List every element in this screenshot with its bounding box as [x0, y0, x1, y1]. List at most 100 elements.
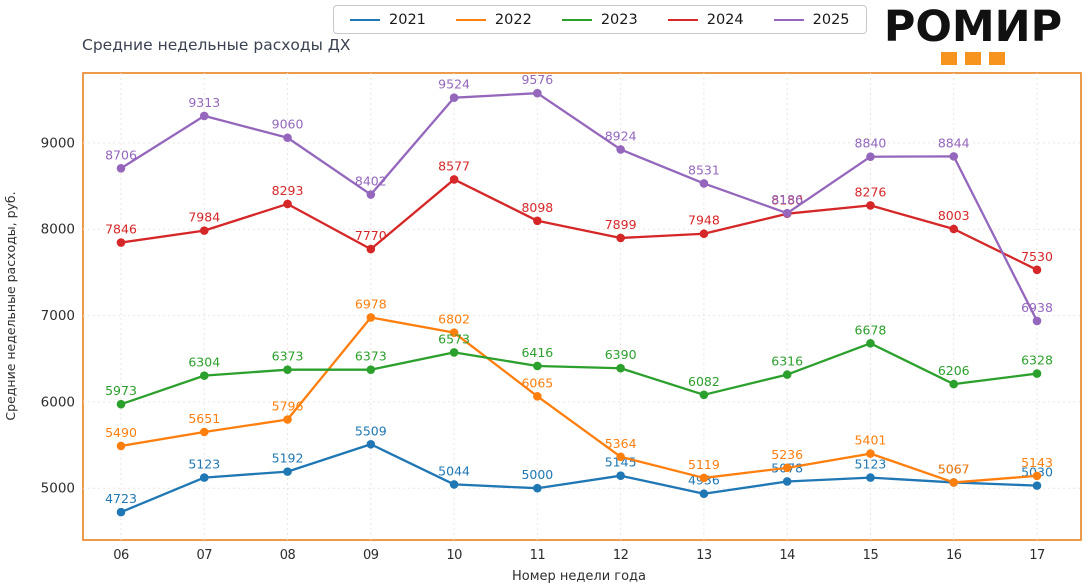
data-point-2021: [866, 473, 875, 482]
data-point-2025: [616, 145, 625, 154]
legend-item-2023: 2023: [561, 12, 638, 28]
data-label-2024: 8003: [938, 208, 970, 223]
data-label-2024: 7948: [688, 213, 720, 228]
data-label-2022: 5119: [688, 457, 720, 472]
data-label-2021: 5123: [855, 457, 887, 472]
series-line-2025: [120, 92, 1039, 322]
data-label-2023: 6678: [855, 322, 887, 337]
data-label-2025: 8924: [605, 128, 637, 143]
x-axis-label: Номер недели года: [512, 569, 646, 584]
data-point-2024: [699, 229, 709, 239]
data-label-2021: 5000: [521, 467, 553, 482]
romir-logo-text: РОМИР: [883, 2, 1063, 52]
data-point-2025: [782, 208, 792, 218]
data-point-2021: [366, 439, 376, 449]
data-label-2023: 6573: [438, 331, 470, 346]
y-tick-label: 7000: [41, 308, 75, 324]
legend-item-2021: 2021: [350, 12, 426, 28]
data-point-2022: [866, 449, 875, 458]
x-tick-label: 07: [196, 548, 212, 563]
data-label-2024: 8098: [521, 200, 553, 215]
legend-line-icon: [561, 18, 592, 21]
legend-line-icon: [773, 18, 804, 21]
data-point-2022: [1032, 471, 1042, 481]
legend-line-icon: [455, 18, 486, 21]
logo-square-icon: [965, 52, 981, 66]
data-label-2021: 5509: [355, 423, 387, 438]
data-label-2025: 8186: [771, 192, 803, 207]
data-point-2023: [866, 339, 875, 348]
data-label-2025: 9524: [438, 77, 470, 92]
data-point-2025: [366, 190, 376, 199]
data-label-2021: 5044: [438, 463, 470, 478]
series-line-2023: [120, 342, 1038, 406]
data-label-2022: 5651: [188, 411, 220, 426]
logo-square-icon: [941, 52, 957, 66]
data-point-2024: [449, 175, 459, 184]
legend-label: 2021: [389, 11, 426, 28]
data-label-2025: 6938: [1021, 300, 1053, 315]
data-point-2022: [533, 391, 542, 401]
data-point-2023: [116, 399, 126, 409]
y-tick-label: 8000: [41, 222, 75, 238]
data-point-2025: [199, 111, 209, 121]
data-point-2022: [616, 452, 625, 462]
data-label-2022: 6802: [438, 312, 470, 327]
data-label-2022: 6065: [521, 375, 553, 390]
data-label-2023: 6328: [1021, 353, 1053, 368]
x-tick-label: 17: [1029, 548, 1045, 563]
x-tick-label: 11: [530, 548, 546, 563]
data-point-2022: [782, 463, 792, 473]
series-line-2024: [120, 178, 1038, 271]
data-label-2023: 6373: [272, 349, 304, 364]
x-tick-label: 08: [280, 548, 296, 563]
data-label-2022: 5796: [272, 398, 304, 413]
legend-item-2024: 2024: [667, 11, 744, 28]
data-point-2021: [699, 489, 709, 499]
data-label-2024: 8293: [272, 183, 304, 198]
data-point-2022: [949, 478, 959, 487]
y-tick-label: 6000: [41, 394, 75, 410]
x-tick-label: 16: [946, 548, 962, 563]
data-point-2025: [533, 88, 542, 98]
data-point-2024: [283, 199, 292, 209]
data-point-2021: [199, 473, 209, 482]
plot-area: [82, 72, 1082, 541]
data-label-2022: 5490: [105, 425, 137, 440]
data-point-2022: [699, 473, 709, 483]
data-point-2023: [366, 365, 376, 374]
data-label-2021: 5123: [188, 457, 220, 472]
data-label-2023: 6082: [688, 374, 720, 389]
data-point-2022: [199, 427, 209, 437]
x-tick-label: 09: [363, 548, 379, 563]
data-point-2025: [449, 93, 459, 102]
data-label-2021: 5067: [938, 461, 970, 476]
data-point-2024: [616, 233, 625, 243]
data-point-2021: [116, 507, 126, 517]
data-point-2021: [1032, 481, 1042, 490]
data-label-2024: 7530: [1021, 249, 1053, 264]
data-point-2021: [283, 467, 292, 476]
legend-line-icon: [667, 18, 698, 21]
data-point-2021: [449, 480, 459, 489]
data-label-2025: 9060: [272, 117, 304, 132]
data-label-2024: 8180: [771, 193, 803, 208]
data-point-2023: [949, 379, 959, 389]
legend-item-2025: 2025: [773, 12, 850, 28]
data-label-2025: 8531: [688, 162, 720, 177]
data-label-2022: 6978: [355, 296, 387, 311]
data-point-2023: [616, 363, 625, 373]
x-tick-label: 10: [446, 548, 462, 563]
data-point-2024: [866, 201, 875, 210]
data-point-2025: [949, 152, 959, 161]
data-point-2024: [199, 226, 209, 235]
data-label-2022: 5143: [1021, 455, 1053, 470]
data-label-2022: 5067: [938, 461, 970, 476]
chart-title: Средние недельные расходы ДХ: [82, 36, 351, 54]
data-label-2025: 8706: [105, 147, 137, 162]
data-label-2024: 8276: [855, 184, 887, 199]
data-point-2025: [866, 152, 875, 162]
legend-line-icon: [350, 18, 380, 21]
legend-label: 2024: [706, 11, 744, 28]
